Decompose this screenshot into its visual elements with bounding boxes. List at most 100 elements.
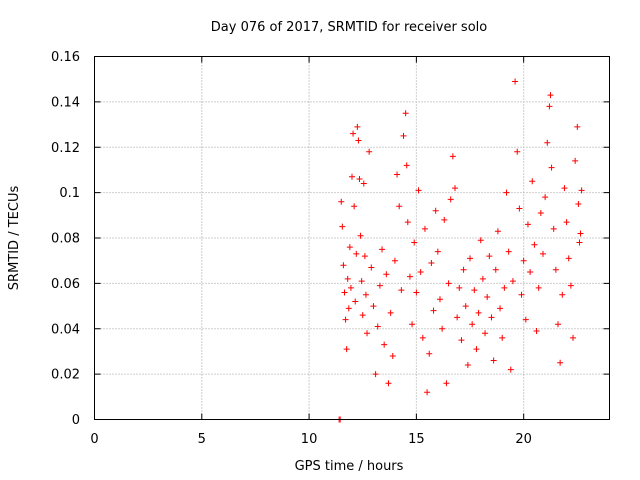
data-point	[516, 205, 523, 212]
data-point	[509, 278, 516, 285]
data-point	[578, 187, 585, 194]
y-tick-label: 0.1	[59, 186, 80, 201]
data-point	[527, 269, 534, 276]
data-point	[436, 296, 443, 303]
data-point	[381, 341, 388, 348]
data-point	[338, 198, 345, 205]
data-point	[391, 257, 398, 264]
data-point	[490, 357, 497, 364]
data-point	[574, 123, 581, 130]
data-point	[359, 312, 366, 319]
data-point	[535, 284, 542, 291]
data-point	[577, 230, 584, 237]
data-point	[354, 123, 361, 130]
data-point	[539, 250, 546, 257]
data-point	[520, 257, 527, 264]
data-point	[514, 148, 521, 155]
data-point	[550, 225, 557, 232]
data-point	[529, 178, 536, 185]
data-point	[505, 248, 512, 255]
data-point	[376, 282, 383, 289]
data-point	[364, 330, 371, 337]
chart-title: Day 076 of 2017, SRMTID for receiver sol…	[211, 20, 488, 35]
data-point	[447, 196, 454, 203]
data-point	[518, 291, 525, 298]
data-point	[503, 189, 510, 196]
x-tick-label: 10	[301, 432, 318, 447]
data-point	[355, 137, 362, 144]
data-point	[419, 334, 426, 341]
data-point	[351, 203, 358, 210]
data-point	[462, 303, 469, 310]
data-point	[346, 244, 353, 251]
data-point	[494, 228, 501, 235]
data-point	[394, 171, 401, 178]
data-point	[357, 232, 364, 239]
data-point	[421, 225, 428, 232]
data-point	[492, 266, 499, 273]
data-point	[353, 250, 360, 257]
data-point	[345, 305, 352, 312]
data-point	[409, 321, 416, 328]
data-point	[467, 255, 474, 262]
data-point	[445, 280, 452, 287]
data-point	[356, 176, 363, 183]
data-point	[561, 185, 568, 192]
y-tick-labels: 0 0.02 0.04 0.06 0.08 0.1 0.12 0.14 0.16	[51, 50, 80, 428]
data-point	[486, 253, 493, 260]
data-point	[501, 284, 508, 291]
data-point	[389, 352, 396, 359]
data-point	[488, 314, 495, 321]
y-tick-label: 0.04	[51, 322, 80, 337]
data-point	[512, 78, 519, 85]
data-point	[434, 248, 441, 255]
data-point	[404, 219, 411, 226]
data-point	[544, 139, 551, 146]
data-point	[385, 380, 392, 387]
data-point	[546, 103, 553, 110]
data-point	[533, 328, 540, 335]
data-point	[559, 291, 566, 298]
data-point	[415, 187, 422, 194]
plot-frame	[94, 56, 610, 420]
data-point	[424, 389, 431, 396]
data-point	[576, 239, 583, 246]
data-point	[406, 273, 413, 280]
data-point	[366, 148, 373, 155]
data-point	[441, 216, 448, 223]
data-point	[374, 323, 381, 330]
x-tick-labels: 0 5 10 15 20	[90, 432, 532, 447]
data-point	[417, 269, 424, 276]
data-point	[347, 284, 354, 291]
x-tick-label: 15	[408, 432, 425, 447]
data-point	[547, 92, 554, 99]
data-point	[575, 200, 582, 207]
data-point	[352, 298, 359, 305]
data-point	[361, 253, 368, 260]
y-tick-label: 0.08	[51, 232, 80, 247]
axis-ticks	[94, 56, 610, 420]
data-point	[340, 262, 347, 269]
y-tick-label: 0.14	[51, 95, 80, 110]
data-point	[344, 275, 351, 282]
data-point	[349, 173, 355, 180]
data-point	[477, 237, 484, 244]
data-point	[531, 241, 538, 248]
data-point	[484, 293, 491, 300]
data-point	[479, 275, 486, 282]
data-point	[443, 380, 450, 387]
data-point	[343, 346, 350, 353]
data-point	[555, 321, 561, 328]
data-point	[379, 246, 386, 253]
data-point	[567, 282, 574, 289]
data-point	[552, 266, 559, 273]
data-point	[475, 309, 482, 316]
data-point	[507, 366, 514, 373]
data-point	[339, 223, 346, 230]
y-tick-label: 0.02	[51, 368, 80, 383]
data-point	[456, 284, 463, 291]
data-point	[537, 210, 544, 217]
data-points	[336, 78, 585, 423]
data-point	[368, 264, 375, 271]
data-point	[383, 271, 390, 278]
